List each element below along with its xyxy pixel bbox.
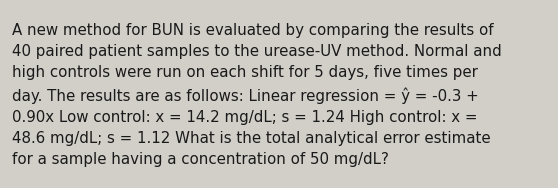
Text: A new method for BUN is evaluated by comparing the results of
40 paired patient : A new method for BUN is evaluated by com…: [12, 23, 502, 167]
